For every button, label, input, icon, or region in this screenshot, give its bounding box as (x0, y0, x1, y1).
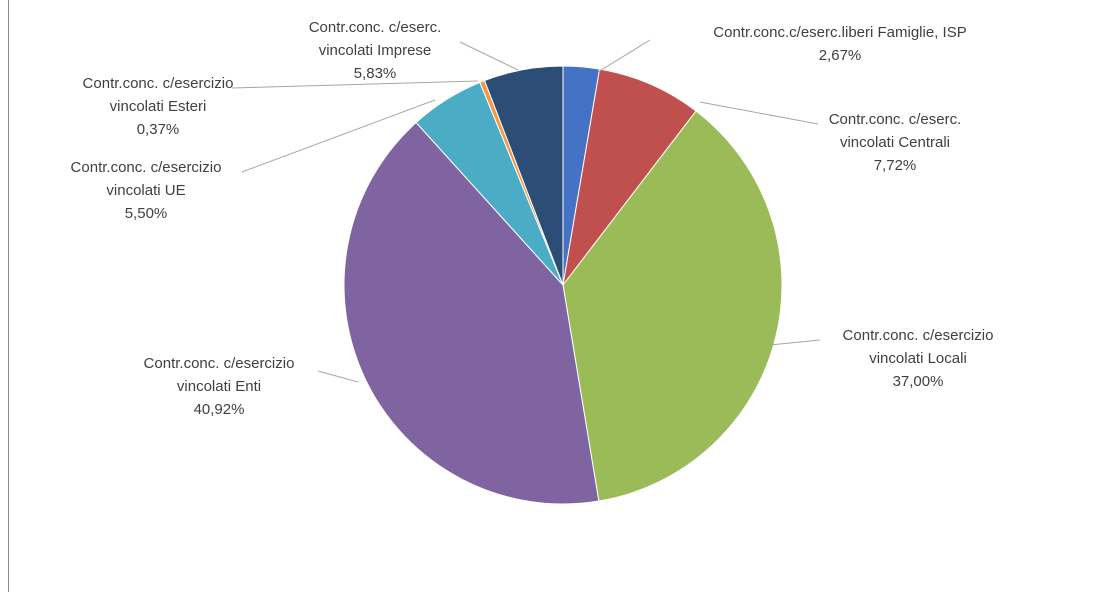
slice-value-label: 2,67% (819, 47, 862, 64)
leader-line-4 (317, 370, 359, 383)
slice-label-4: Contr.conc. c/esercizio vincolati Enti 40,… (144, 355, 295, 418)
slice-value-label: 5,50% (125, 205, 168, 222)
slice-name-line: Contr.conc. c/esercizio (71, 159, 222, 176)
slice-label-5: Contr.conc. c/esercizio vincolati UE 5,50% (71, 159, 222, 222)
leader-line-2 (699, 101, 819, 125)
slice-name-line: Contr.conc. c/esercizio (83, 75, 234, 92)
slice-label-1: Contr.conc.c/eserc.liberi Famiglie, ISP 2… (713, 24, 966, 64)
leader-lines (231, 39, 821, 383)
leader-line-7 (459, 41, 519, 71)
slice-labels: Contr.conc.c/eserc.liberi Famiglie, ISP 2… (71, 19, 994, 418)
slice-value-label: 0,37% (137, 121, 180, 138)
leader-line-6 (231, 80, 479, 89)
slice-name-line: vincolati UE (106, 182, 185, 199)
pie-slice-3 (562, 110, 783, 502)
slice-label-6: Contr.conc. c/esercizio vincolati Esteri 0… (83, 75, 234, 138)
slice-value-label: 37,00% (893, 373, 944, 390)
leader-line-1 (597, 39, 651, 73)
leader-line-5 (241, 99, 436, 173)
slice-name-line: Contr.conc. c/eserc. (309, 19, 442, 36)
slice-name-line: vincolati Centrali (840, 134, 950, 151)
slice-name-line: Contr.conc. c/esercizio (144, 355, 295, 372)
slice-name-line: Contr.conc. c/esercizio (843, 327, 994, 344)
slice-label-7: Contr.conc. c/eserc. vincolati Imprese 5,8… (309, 19, 442, 82)
leader-line-3 (769, 339, 821, 346)
pie-slice-7 (483, 65, 564, 286)
slice-label-2: Contr.conc. c/eserc. vincolati Centrali 7,… (829, 111, 962, 174)
slice-label-3: Contr.conc. c/esercizio vincolati Locali 3… (843, 327, 994, 390)
slice-name-line: vincolati Esteri (110, 98, 207, 115)
slice-value-label: 5,83% (354, 65, 397, 82)
pie-slices (343, 65, 783, 505)
slice-name-line: Contr.conc. c/eserc. (829, 111, 962, 128)
slice-value-label: 40,92% (194, 401, 245, 418)
chart-frame (8, 0, 1108, 592)
slice-name-line: vincolati Imprese (319, 42, 432, 59)
slice-name-line: Contr.conc.c/eserc.liberi Famiglie, ISP (713, 24, 966, 41)
slice-name-line: vincolati Enti (177, 378, 261, 395)
slice-value-label: 7,72% (874, 157, 917, 174)
pie-slice-4 (343, 121, 600, 505)
slice-name-line: vincolati Locali (869, 350, 967, 367)
